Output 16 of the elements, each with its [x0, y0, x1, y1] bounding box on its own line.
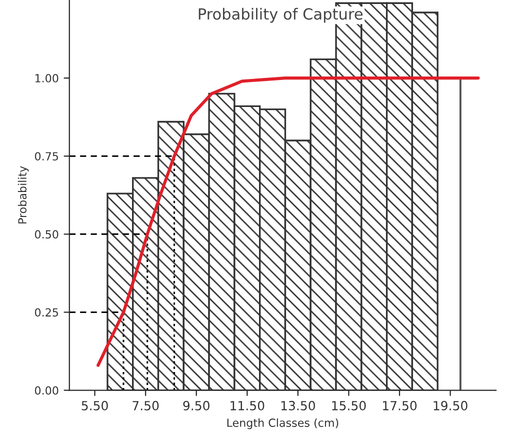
x-tick-label: 15.50	[332, 400, 366, 410]
x-tick-label: 11.50	[230, 400, 264, 410]
y-tick-label: 0.50	[34, 230, 58, 239]
x-tick-label: 19.50	[434, 400, 468, 410]
y-tick-label: 0.00	[34, 386, 58, 395]
text: Probability of Capture	[198, 8, 362, 23]
x-tick-label: 5.50	[82, 400, 108, 410]
x-tick-label: 17.50	[382, 400, 417, 410]
x-tick-label: 7.50	[132, 400, 159, 410]
y-tick-label: 0.75	[34, 152, 58, 160]
y-tick-label: 0.25	[34, 308, 58, 317]
x-tick-label: 13.50	[281, 400, 315, 410]
x-tick-label: 9.50	[183, 400, 210, 410]
x-axis-title: Length Classes (cm)	[227, 418, 338, 430]
y-tick-label: 1.00	[35, 74, 58, 82]
y-axis-title: Probability	[18, 166, 29, 224]
